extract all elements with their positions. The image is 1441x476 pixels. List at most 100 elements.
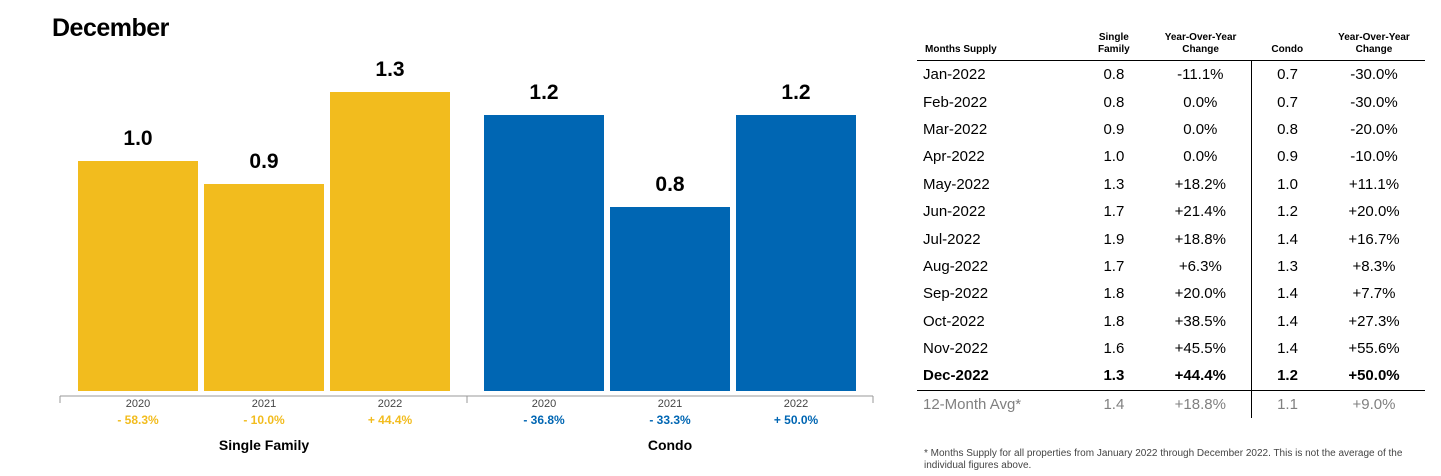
table-cell: +7.7% bbox=[1352, 285, 1396, 303]
x-tick-label: 2022 bbox=[378, 398, 402, 410]
x-tick-label: 2021 bbox=[252, 398, 276, 410]
data-label: 1.2 bbox=[781, 81, 810, 104]
table-cell: +55.6% bbox=[1348, 340, 1400, 358]
table-cell: Sep-2022 bbox=[923, 285, 989, 303]
table-row: Jan-2022 0.8 -11.1% 0.7 -30.0% bbox=[917, 60, 1425, 89]
table-cell: +18.2% bbox=[1174, 175, 1226, 193]
table-cell: 1.6 bbox=[1103, 340, 1125, 358]
table-row: Mar-2022 0.9 0.0% 0.8 -20.0% bbox=[917, 115, 1425, 144]
table-cell: 1.4 bbox=[1251, 280, 1323, 308]
table-row: Jul-2022 1.9 +18.8% 1.4 +16.7% bbox=[917, 225, 1425, 253]
table-row: Apr-2022 1.0 0.0% 0.9 -10.0% bbox=[917, 143, 1425, 171]
table-cell: 0.9 bbox=[1251, 143, 1323, 171]
table-cell: +45.5% bbox=[1174, 340, 1226, 358]
table-cell: 0.8 bbox=[1251, 115, 1323, 144]
table-cell: +27.3% bbox=[1348, 312, 1400, 330]
months-supply-table: Months Supply Single Family Year-Over-Yea… bbox=[917, 26, 1425, 419]
table-row: Oct-2022 1.8 +38.5% 1.4 +27.3% bbox=[917, 307, 1425, 335]
header-sf-yoy: Year-Over-Year Change bbox=[1164, 32, 1237, 55]
table-cell: 1.4 bbox=[1251, 225, 1323, 253]
table-cell: Aug-2022 bbox=[923, 257, 989, 275]
table-cell: 1.1 bbox=[1251, 390, 1323, 419]
table-cell: Jul-2022 bbox=[923, 230, 981, 248]
table-row: Aug-2022 1.7 +6.3% 1.3 +8.3% bbox=[917, 252, 1425, 281]
change-label: + 44.4% bbox=[368, 413, 413, 427]
table-cell: +18.8% bbox=[1174, 230, 1226, 248]
change-label: - 10.0% bbox=[243, 413, 285, 427]
table-cell: Jun-2022 bbox=[923, 203, 986, 221]
x-tick-label: 2021 bbox=[658, 398, 682, 410]
change-label: - 33.3% bbox=[649, 413, 691, 427]
table-cell: +16.7% bbox=[1348, 230, 1400, 248]
table-cell: 0.8 bbox=[1103, 93, 1125, 111]
table-cell: +38.5% bbox=[1174, 312, 1226, 330]
header-months-supply: Months Supply bbox=[925, 44, 997, 55]
table-cell: +20.0% bbox=[1348, 203, 1400, 221]
bar-chart: 1.0 2020 - 58.3% 0.9 2021 - 10.0% 1.3 2022 + 44.… bbox=[59, 58, 874, 453]
table-avg-row: 12-Month Avg* 1.4 +18.8% 1.1 +9.0% bbox=[917, 390, 1425, 419]
table-cell: 1.4 bbox=[1251, 307, 1323, 335]
change-label: - 58.3% bbox=[117, 413, 159, 427]
table-cell: +8.3% bbox=[1352, 257, 1396, 275]
table-cell: 1.8 bbox=[1103, 285, 1125, 303]
table-cell: +11.1% bbox=[1348, 175, 1400, 193]
header-single-family: Single Family bbox=[1098, 32, 1130, 55]
table-cell: -20.0% bbox=[1350, 120, 1398, 138]
table-cell: 1.4 bbox=[1251, 334, 1323, 363]
table-cell: +44.4% bbox=[1174, 367, 1226, 385]
table-cell: Nov-2022 bbox=[923, 340, 989, 358]
table-header-row: Months Supply Single Family Year-Over-Yea… bbox=[917, 26, 1425, 61]
table-cell: +6.3% bbox=[1178, 257, 1222, 275]
table-cell: +18.8% bbox=[1174, 395, 1226, 413]
table-cell: -10.0% bbox=[1350, 148, 1398, 166]
table-cell: Feb-2022 bbox=[923, 93, 988, 111]
table-cell: Mar-2022 bbox=[923, 120, 988, 138]
table-cell: 1.0 bbox=[1103, 148, 1125, 166]
table-cell: 0.0% bbox=[1183, 93, 1218, 111]
bar bbox=[610, 207, 730, 391]
table-cell: 0.9 bbox=[1103, 120, 1125, 138]
table-cell: +21.4% bbox=[1174, 203, 1226, 221]
bar bbox=[736, 115, 856, 391]
group-label: Condo bbox=[648, 437, 692, 453]
table-cell: 1.4 bbox=[1103, 395, 1125, 413]
data-label: 0.9 bbox=[249, 150, 278, 173]
table-cell: 1.8 bbox=[1103, 312, 1125, 330]
table-cell: 0.0% bbox=[1183, 120, 1218, 138]
table-cell: 1.2 bbox=[1251, 362, 1323, 391]
table-cell: 1.0 bbox=[1251, 170, 1323, 198]
table-cell: 12-Month Avg* bbox=[923, 395, 1022, 413]
data-label: 1.0 bbox=[123, 127, 152, 150]
table-row: Nov-2022 1.6 +45.5% 1.4 +55.6% bbox=[917, 334, 1425, 363]
table-cell: Jan-2022 bbox=[923, 66, 986, 84]
header-condo-yoy: Year-Over-Year Change bbox=[1338, 32, 1410, 55]
bar bbox=[330, 92, 450, 391]
data-label: 1.3 bbox=[375, 58, 404, 81]
table-cell: Apr-2022 bbox=[923, 148, 985, 166]
table-cell: Oct-2022 bbox=[923, 312, 985, 330]
table-row: Sep-2022 1.8 +20.0% 1.4 +7.7% bbox=[917, 280, 1425, 308]
footnote: * Months Supply for all properties from … bbox=[924, 448, 1403, 471]
table-cell: 0.7 bbox=[1251, 88, 1323, 116]
x-tick-label: 2020 bbox=[532, 398, 556, 410]
x-tick-label: 2020 bbox=[126, 398, 150, 410]
table-cell: 1.3 bbox=[1251, 252, 1323, 281]
table-cell: +9.0% bbox=[1352, 395, 1396, 413]
data-label: 0.8 bbox=[655, 173, 685, 196]
table-row: Jun-2022 1.7 +21.4% 1.2 +20.0% bbox=[917, 197, 1425, 226]
table-row: Dec-2022 1.3 +44.4% 1.2 +50.0% bbox=[917, 362, 1425, 391]
table-cell: 0.7 bbox=[1251, 60, 1323, 89]
data-label: 1.2 bbox=[529, 81, 558, 104]
table-cell: 0.8 bbox=[1103, 66, 1125, 84]
bar bbox=[484, 115, 604, 391]
table-cell: 1.2 bbox=[1251, 197, 1323, 226]
table-cell: 0.0% bbox=[1183, 148, 1218, 166]
table-cell: Dec-2022 bbox=[923, 367, 989, 385]
bar bbox=[78, 161, 198, 391]
table-cell: -30.0% bbox=[1350, 66, 1398, 84]
table-cell: 1.9 bbox=[1103, 230, 1125, 248]
bar bbox=[204, 184, 324, 391]
table-row: Feb-2022 0.8 0.0% 0.7 -30.0% bbox=[917, 88, 1425, 116]
table-cell: +20.0% bbox=[1174, 285, 1226, 303]
table-cell: May-2022 bbox=[923, 175, 990, 193]
